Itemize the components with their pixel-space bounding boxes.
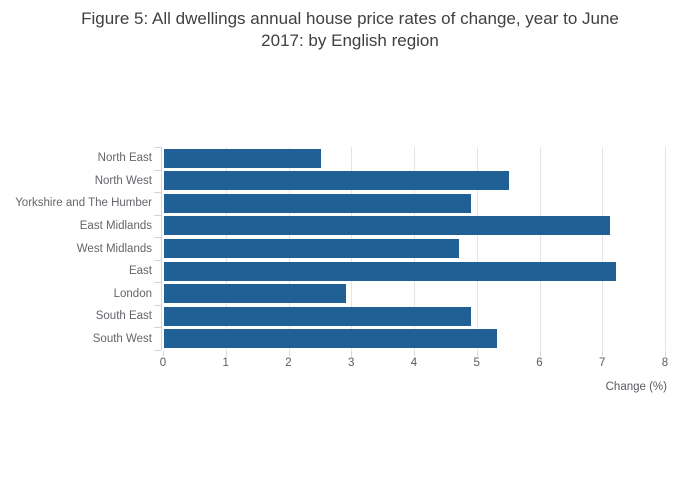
x-axis-tick-label: 7 [599,357,606,369]
y-axis-tick [154,237,161,239]
y-axis-tick [154,147,161,148]
bar-south-east [164,306,472,326]
x-axis-tick-label: 2 [285,357,292,369]
y-axis-label: East [128,265,152,278]
chart-title: Figure 5: All dwellings annual house pri… [0,8,700,52]
gridline-x-5 [476,147,478,350]
y-axis-label: West Midlands [76,242,152,255]
x-axis-tick-label: 4 [410,357,418,369]
y-axis-tick [154,350,161,351]
x-axis-tick-5 [476,351,478,356]
x-axis-tick-2 [288,351,290,356]
bar-west-midlands [164,239,459,258]
y-axis-tick [154,304,161,306]
gridline-x-6 [539,147,541,350]
x-axis-tick-7 [602,351,604,356]
bar-yorkshire-and-the-humber [164,193,472,213]
y-axis-label: North West [94,174,152,187]
x-axis-tick-label: 3 [348,357,355,369]
x-axis-tick-1 [225,351,227,356]
x-axis-tick-0 [163,351,164,356]
x-axis-title: Change (%) [605,381,667,393]
x-axis-tick-label: 6 [536,357,543,369]
y-axis-tick [154,192,161,194]
y-axis-label: North East [97,152,152,165]
chart-title-line2: 2017: by English region [261,31,439,50]
gridline-x-8 [665,147,666,350]
bar-north-east [164,148,321,168]
x-axis-tick-label: 5 [473,357,480,369]
y-axis-tick [154,259,161,261]
x-axis-tick-label: 8 [661,357,669,369]
x-axis-tick-6 [539,351,541,356]
x-axis-tick-3 [351,351,353,356]
bar-london [164,284,346,304]
x-axis-tick-8 [665,351,666,356]
y-axis-line [161,147,162,350]
y-axis-label: South East [95,310,152,323]
y-axis-tick [154,214,161,216]
bar-east [164,261,616,281]
y-axis-tick [154,327,161,329]
x-axis-tick-4 [414,351,415,356]
y-axis-label: South West [92,332,152,345]
bar-north-west [164,171,510,191]
y-axis-label: East Midlands [79,219,152,232]
y-axis-label: Yorkshire and The Humber [15,197,152,210]
gridline-x-7 [602,147,604,350]
chart-title-line1: Figure 5: All dwellings annual house pri… [81,9,619,28]
x-axis-tick-label: 0 [159,357,167,369]
bar-south-west [164,329,497,349]
x-axis-tick-label: 1 [222,357,229,369]
bar-east-midlands [164,216,610,236]
y-axis-tick [154,169,161,171]
y-axis-tick [154,282,161,284]
y-axis-label: London [113,287,152,300]
